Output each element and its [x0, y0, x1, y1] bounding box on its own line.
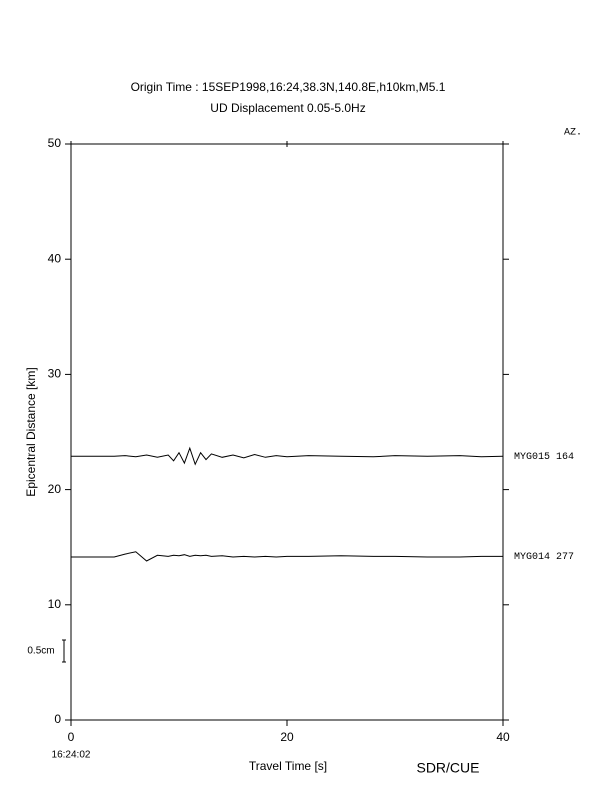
x-axis-label: Travel Time [s]: [249, 759, 327, 773]
chart-title: Origin Time : 15SEP1998,16:24,38.3N,140.…: [131, 80, 446, 94]
y-tick-label: 0: [54, 712, 61, 726]
y-tick-label: 20: [48, 482, 62, 496]
trace: [71, 446, 504, 466]
station-label: MYG014 277: [514, 552, 574, 563]
trace: [71, 551, 503, 562]
x-tick-label: 20: [280, 730, 294, 744]
y-tick-label: 10: [48, 597, 62, 611]
y-tick-label: 30: [48, 367, 62, 381]
azimuth-header: AZ.: [564, 128, 582, 139]
scale-label: 0.5cm: [27, 646, 54, 657]
x-tick-label: 40: [496, 730, 510, 744]
chart-subtitle: UD Displacement 0.05-5.0Hz: [210, 101, 365, 115]
y-tick-label: 50: [48, 136, 62, 150]
y-axis-label: Epicentral Distance [km]: [24, 367, 38, 496]
credit: SDR/CUE: [416, 760, 479, 776]
plot-frame: [70, 143, 504, 721]
y-tick-label: 40: [48, 251, 62, 265]
station-label: MYG015 164: [514, 452, 574, 463]
scale-bar: [62, 639, 66, 663]
x-tick-label: 0: [68, 730, 75, 744]
start-time: 16:24:02: [52, 750, 91, 761]
